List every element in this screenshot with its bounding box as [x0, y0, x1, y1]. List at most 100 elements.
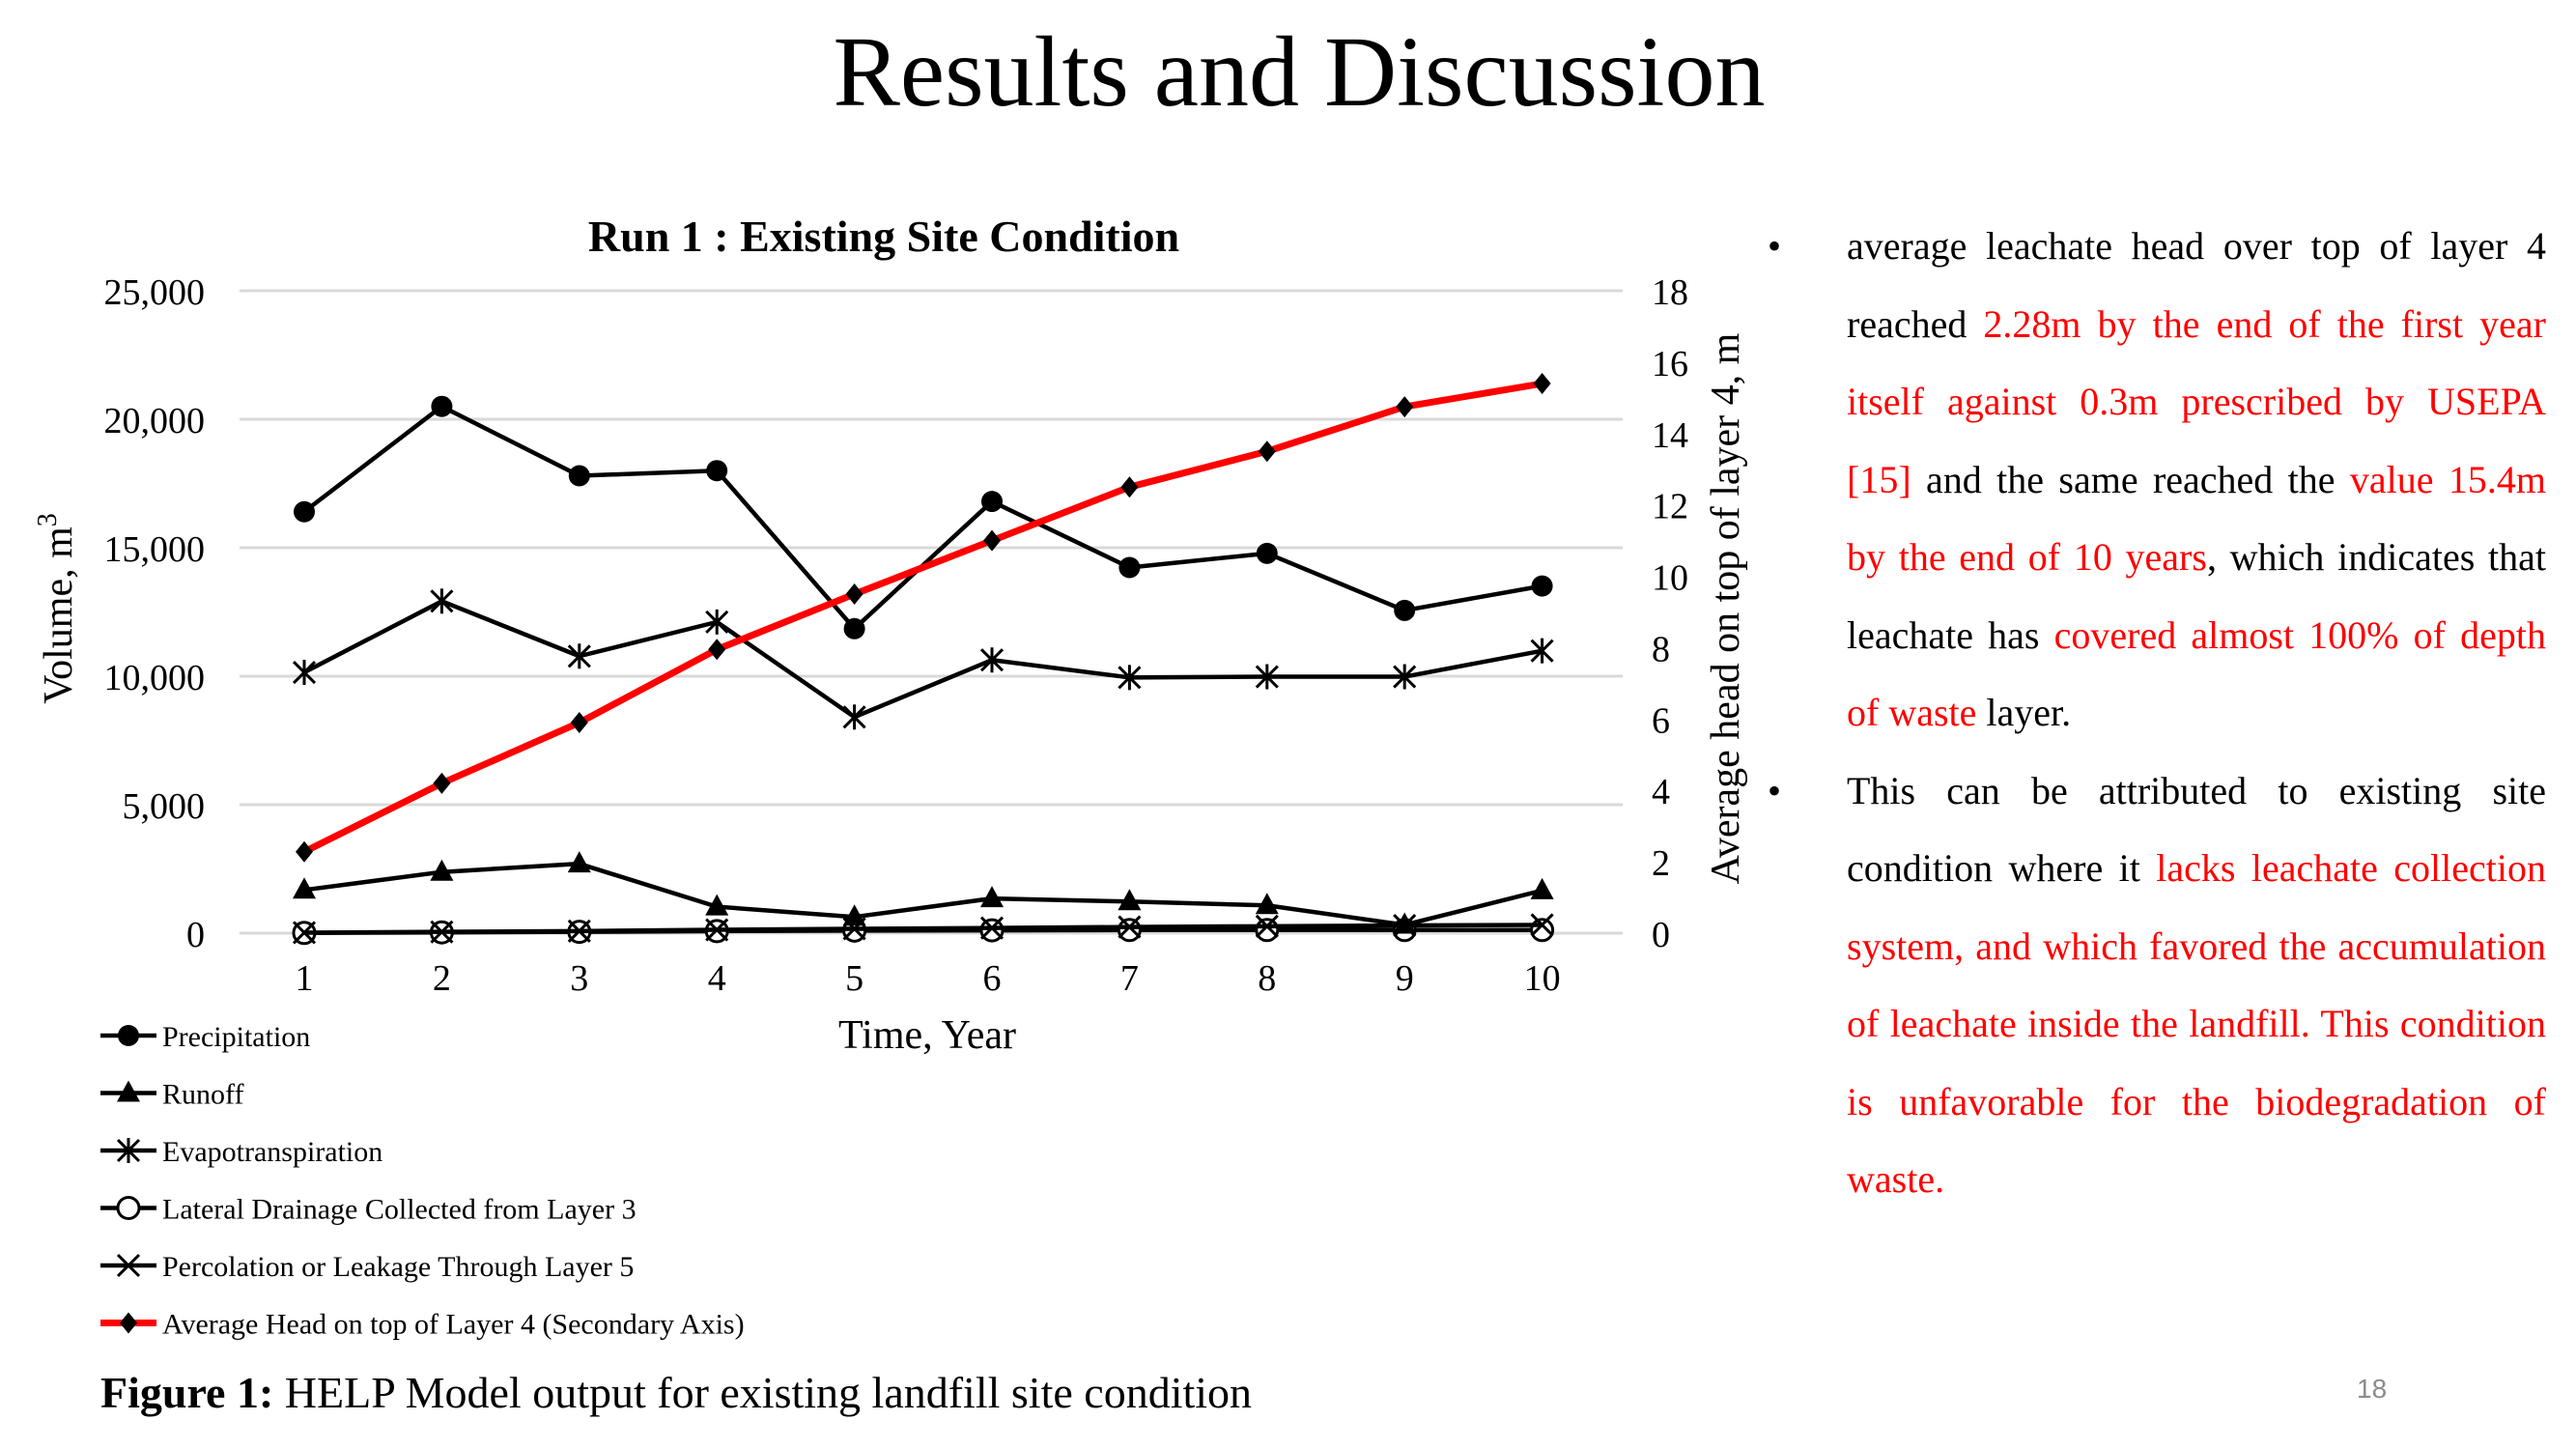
- legend-marker-icon: [118, 1025, 139, 1046]
- chart-title: Run 1 : Existing Site Condition: [588, 212, 1179, 261]
- y2-tick-label: 4: [1652, 772, 1670, 812]
- data-point: [1118, 556, 1141, 579]
- bullet-icon: •: [1768, 224, 1782, 268]
- y-tick-label: 25,000: [104, 272, 206, 313]
- x-axis-ticks: 1 2 3 4 5 6 7 8 9 10: [296, 958, 1561, 999]
- data-point: [1531, 575, 1553, 597]
- data-point: [1117, 918, 1142, 943]
- data-point: [1255, 664, 1279, 690]
- body-text: This can be attributed to existing site …: [1847, 768, 2546, 891]
- highlighted-text: 2.28m by the end of the first year itsel…: [1847, 301, 2546, 501]
- y-tick-label: 10,000: [104, 658, 206, 698]
- data-point: [843, 617, 865, 639]
- x-tick-label: 2: [433, 958, 451, 999]
- legend: Precipitation Runoff Evapotranspiration Lat…: [100, 1021, 745, 1341]
- data-point: [433, 772, 451, 794]
- data-point: [705, 609, 729, 635]
- data-point: [708, 639, 726, 661]
- highlighted-text: value 15.4m by the end of 10 years: [1847, 457, 2546, 580]
- y-axis-label: Volume, m3: [33, 513, 81, 704]
- legend-item: Lateral Drainage Collected from Layer 3: [100, 1194, 637, 1226]
- legend-label: Precipitation: [162, 1021, 310, 1053]
- x-axis-label: Time, Year: [838, 1013, 1016, 1058]
- legend-item: Precipitation: [100, 1021, 310, 1053]
- legend-item: Evapotranspiration: [100, 1136, 382, 1168]
- data-point: [1255, 914, 1279, 938]
- x-tick-label: 1: [296, 958, 314, 999]
- data-point: [293, 877, 316, 899]
- data-point: [705, 918, 729, 942]
- legend-marker-icon: [116, 1253, 141, 1278]
- data-point: [1255, 893, 1279, 915]
- data-point: [567, 919, 591, 943]
- data-point: [1118, 889, 1142, 911]
- data-point: [568, 465, 590, 487]
- data-point: [1118, 665, 1142, 691]
- legend-marker-icon: [116, 1138, 141, 1163]
- bullet-list: • average leachate head over top of layer…: [1768, 208, 2546, 1219]
- data-point: [845, 583, 863, 606]
- data-point: [1393, 912, 1417, 934]
- series-line: [302, 380, 1543, 855]
- series-average-head-on-top-of-layer-4-secondary-axis: [296, 373, 1551, 863]
- data-point: [292, 660, 317, 686]
- x-tick-label: 8: [1258, 958, 1276, 999]
- data-point: [431, 395, 453, 417]
- legend-marker-icon: [117, 1080, 140, 1102]
- legend-label: Average Head on top of Layer 4 (Secondar…: [162, 1309, 745, 1341]
- data-point: [1118, 915, 1142, 939]
- y2-tick-label: 8: [1652, 629, 1670, 669]
- x-tick-label: 6: [983, 958, 1002, 999]
- data-point: [1393, 664, 1417, 690]
- body-text: , which indicates that leachate has: [1847, 535, 2546, 657]
- y2-tick-label: 6: [1652, 700, 1670, 741]
- data-point: [1530, 913, 1554, 937]
- data-point: [430, 859, 454, 881]
- data-point: [842, 904, 866, 926]
- x-tick-label: 7: [1120, 958, 1139, 999]
- data-point: [567, 851, 591, 873]
- legend-item: Percolation or Leakage Through Layer 5: [100, 1251, 634, 1283]
- bullet-item: • average leachate head over top of layer…: [1768, 208, 2546, 753]
- legend-label: Runoff: [162, 1079, 243, 1111]
- body-text: average leachate head over top of layer …: [1847, 224, 2546, 346]
- data-point: [1258, 440, 1276, 463]
- highlighted-text: covered almost 100% of depth of waste: [1847, 612, 2546, 735]
- data-point: [1530, 638, 1554, 664]
- y2-axis-label: Average head on top of layer 4, m: [1704, 332, 1748, 884]
- x-tick-label: 5: [845, 958, 863, 999]
- figure-caption: Figure 1: HELP Model output for existing…: [100, 1366, 1252, 1420]
- x-tick-label: 9: [1396, 958, 1414, 999]
- x-tick-label: 3: [570, 958, 588, 999]
- body-text: and the same reached the: [1911, 457, 2350, 501]
- y-tick-label: 5,000: [123, 786, 206, 827]
- x-tick-label: 10: [1524, 958, 1561, 999]
- caption-text: HELP Model output for existing landfill …: [273, 1368, 1253, 1417]
- data-point: [570, 712, 588, 734]
- y2-tick-label: 12: [1652, 487, 1688, 527]
- data-point: [430, 920, 454, 944]
- data-point: [1530, 877, 1554, 899]
- body-text: layer.: [1976, 691, 2072, 734]
- caption-label: Figure 1:: [100, 1368, 274, 1417]
- data-point: [567, 643, 591, 669]
- x-tick-label: 4: [708, 958, 726, 999]
- y2-axis-ticks: 0 2 4 6 8 10 12 14 16 18: [1652, 272, 1688, 955]
- series-evapotranspiration: [292, 588, 1554, 730]
- series-line: [303, 861, 1543, 927]
- series-line: [303, 923, 1543, 935]
- series-percolation-or-leakage-through-layer-5: [292, 913, 1554, 945]
- data-point: [979, 916, 1005, 940]
- data-point: [979, 647, 1005, 673]
- series-line: [302, 404, 1543, 632]
- series-lines: [292, 373, 1555, 946]
- series-precipitation: [294, 395, 1553, 639]
- data-point: [1256, 542, 1278, 564]
- chart: Run 1 : Existing Site Condition 05,00010…: [33, 212, 1748, 1341]
- y-tick-label: 15,000: [104, 529, 206, 570]
- data-point: [705, 894, 729, 916]
- y-tick-label: 0: [186, 915, 205, 955]
- data-point: [980, 886, 1004, 908]
- y2-tick-label: 0: [1652, 915, 1670, 955]
- data-point: [842, 704, 866, 730]
